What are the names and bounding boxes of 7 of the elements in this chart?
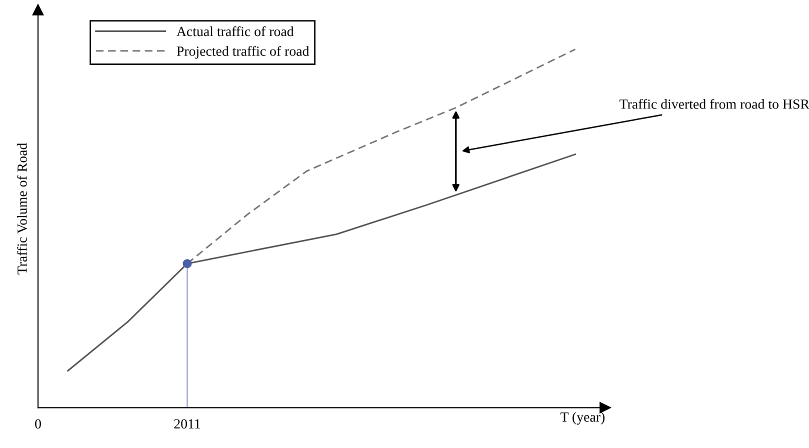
text: Traffic diverted from road to HSR <box>620 98 809 109</box>
y-axis-title: Traffic Volume of Road <box>16 143 27 274</box>
legend-label: Projected traffic of road <box>176 46 310 59</box>
x-tick-label: 2011 <box>174 419 200 429</box>
legend-label: Actual traffic of road <box>176 26 294 36</box>
x-tick-label: 0 <box>35 419 41 429</box>
x-axis-title: T (year) <box>560 412 605 425</box>
